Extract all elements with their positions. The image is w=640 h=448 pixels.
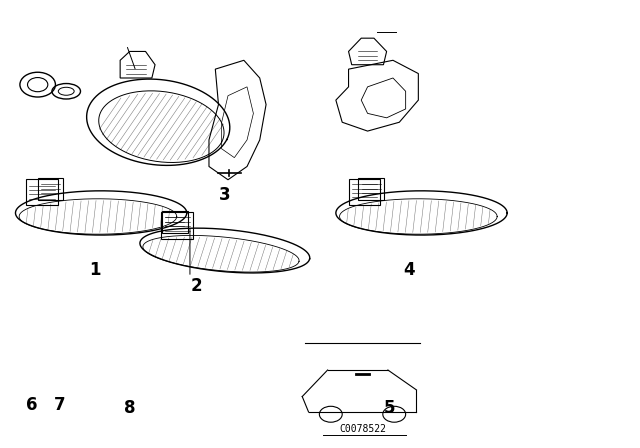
Bar	[358, 177, 384, 200]
Text: 3: 3	[219, 186, 230, 204]
Bar	[349, 179, 380, 206]
Text: 2: 2	[191, 277, 202, 295]
Text: 6: 6	[26, 396, 37, 414]
Bar	[161, 212, 193, 239]
Text: 5: 5	[384, 399, 396, 417]
Text: 1: 1	[89, 262, 100, 280]
Bar	[38, 177, 63, 200]
Text: 4: 4	[403, 262, 415, 280]
Text: 8: 8	[124, 399, 136, 417]
Bar	[163, 211, 188, 233]
Text: C0078522: C0078522	[340, 424, 387, 434]
Text: 7: 7	[54, 396, 66, 414]
Bar	[26, 179, 58, 206]
